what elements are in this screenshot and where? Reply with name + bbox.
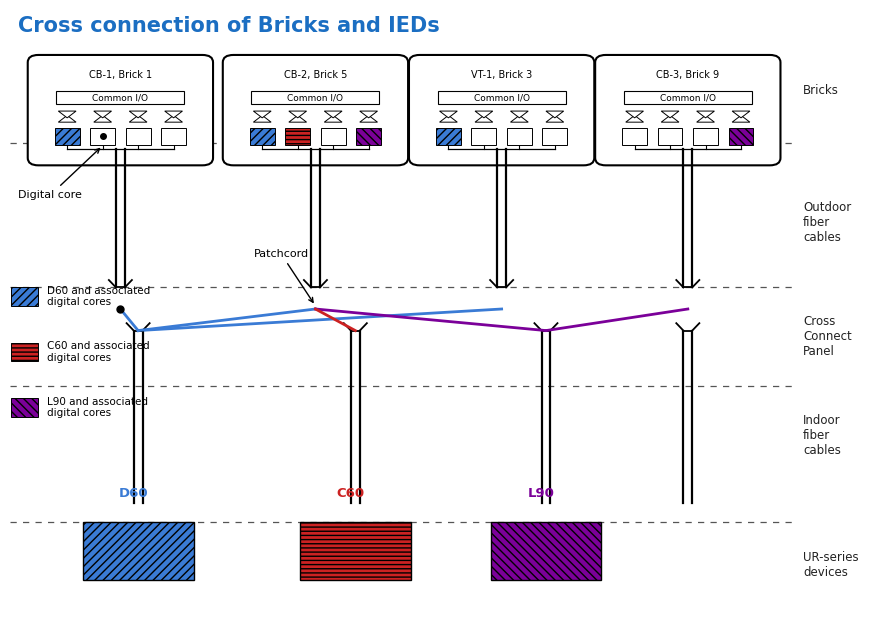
Bar <box>91 128 115 145</box>
Bar <box>507 128 532 145</box>
Text: Digital core: Digital core <box>19 148 99 200</box>
Text: CB-2, Brick 5: CB-2, Brick 5 <box>284 70 347 80</box>
Text: C60: C60 <box>337 487 365 500</box>
Text: Common I/O: Common I/O <box>473 93 529 102</box>
Polygon shape <box>662 111 679 118</box>
Bar <box>436 128 461 145</box>
Polygon shape <box>697 116 715 122</box>
Bar <box>83 522 194 580</box>
Polygon shape <box>475 111 493 118</box>
Polygon shape <box>732 116 749 122</box>
Text: Bricks: Bricks <box>803 83 839 96</box>
Text: L90 and associated
digital cores: L90 and associated digital cores <box>47 397 147 418</box>
Text: Patchcord: Patchcord <box>253 248 313 302</box>
Text: Outdoor
fiber
cables: Outdoor fiber cables <box>803 201 852 244</box>
Bar <box>300 522 411 580</box>
Polygon shape <box>59 111 76 118</box>
Polygon shape <box>253 111 271 118</box>
Bar <box>622 128 647 145</box>
Bar <box>624 91 752 104</box>
Bar <box>126 128 151 145</box>
Polygon shape <box>289 111 306 118</box>
Bar <box>161 128 186 145</box>
Text: CB-3, Brick 9: CB-3, Brick 9 <box>656 70 719 80</box>
Bar <box>12 287 38 306</box>
Text: D60 and associated
digital cores: D60 and associated digital cores <box>47 286 150 308</box>
Bar <box>251 91 379 104</box>
Bar <box>285 128 310 145</box>
Polygon shape <box>626 111 644 118</box>
Polygon shape <box>440 116 457 122</box>
Bar <box>694 128 718 145</box>
Bar <box>12 343 38 362</box>
Polygon shape <box>164 116 182 122</box>
FancyBboxPatch shape <box>595 55 781 166</box>
Polygon shape <box>289 116 306 122</box>
Bar <box>728 128 753 145</box>
Bar <box>438 91 566 104</box>
Text: CB-1, Brick 1: CB-1, Brick 1 <box>89 70 152 80</box>
Text: Indoor
fiber
cables: Indoor fiber cables <box>803 414 841 457</box>
Text: L90: L90 <box>528 487 555 500</box>
Text: D60: D60 <box>119 487 148 500</box>
Polygon shape <box>164 111 182 118</box>
Polygon shape <box>324 116 342 122</box>
Text: C60 and associated
digital cores: C60 and associated digital cores <box>47 341 149 363</box>
Polygon shape <box>94 116 112 122</box>
Bar <box>12 399 38 417</box>
Bar <box>543 128 567 145</box>
Text: Cross connection of Bricks and IEDs: Cross connection of Bricks and IEDs <box>19 16 440 36</box>
Polygon shape <box>732 111 749 118</box>
Polygon shape <box>626 116 644 122</box>
Polygon shape <box>440 111 457 118</box>
Polygon shape <box>253 116 271 122</box>
Polygon shape <box>662 116 679 122</box>
Polygon shape <box>360 111 377 118</box>
Text: UR-series
devices: UR-series devices <box>803 551 859 579</box>
Text: Common I/O: Common I/O <box>288 93 344 102</box>
Bar <box>490 522 601 580</box>
Text: Cross
Connect
Panel: Cross Connect Panel <box>803 315 852 358</box>
Polygon shape <box>697 111 715 118</box>
Bar <box>250 128 274 145</box>
Polygon shape <box>546 111 564 118</box>
Polygon shape <box>546 116 564 122</box>
Bar <box>658 128 683 145</box>
Polygon shape <box>94 111 112 118</box>
FancyBboxPatch shape <box>28 55 213 166</box>
Bar <box>356 128 381 145</box>
Bar <box>55 128 80 145</box>
Polygon shape <box>130 111 147 118</box>
Bar <box>57 91 185 104</box>
Text: Common I/O: Common I/O <box>660 93 716 102</box>
Text: VT-1, Brick 3: VT-1, Brick 3 <box>471 70 532 80</box>
Polygon shape <box>511 116 528 122</box>
Polygon shape <box>59 116 76 122</box>
Polygon shape <box>324 111 342 118</box>
FancyBboxPatch shape <box>409 55 594 166</box>
Polygon shape <box>130 116 147 122</box>
Polygon shape <box>475 116 493 122</box>
FancyBboxPatch shape <box>223 55 408 166</box>
Bar <box>472 128 496 145</box>
Bar <box>321 128 345 145</box>
Text: Common I/O: Common I/O <box>92 93 148 102</box>
Polygon shape <box>511 111 528 118</box>
Polygon shape <box>360 116 377 122</box>
